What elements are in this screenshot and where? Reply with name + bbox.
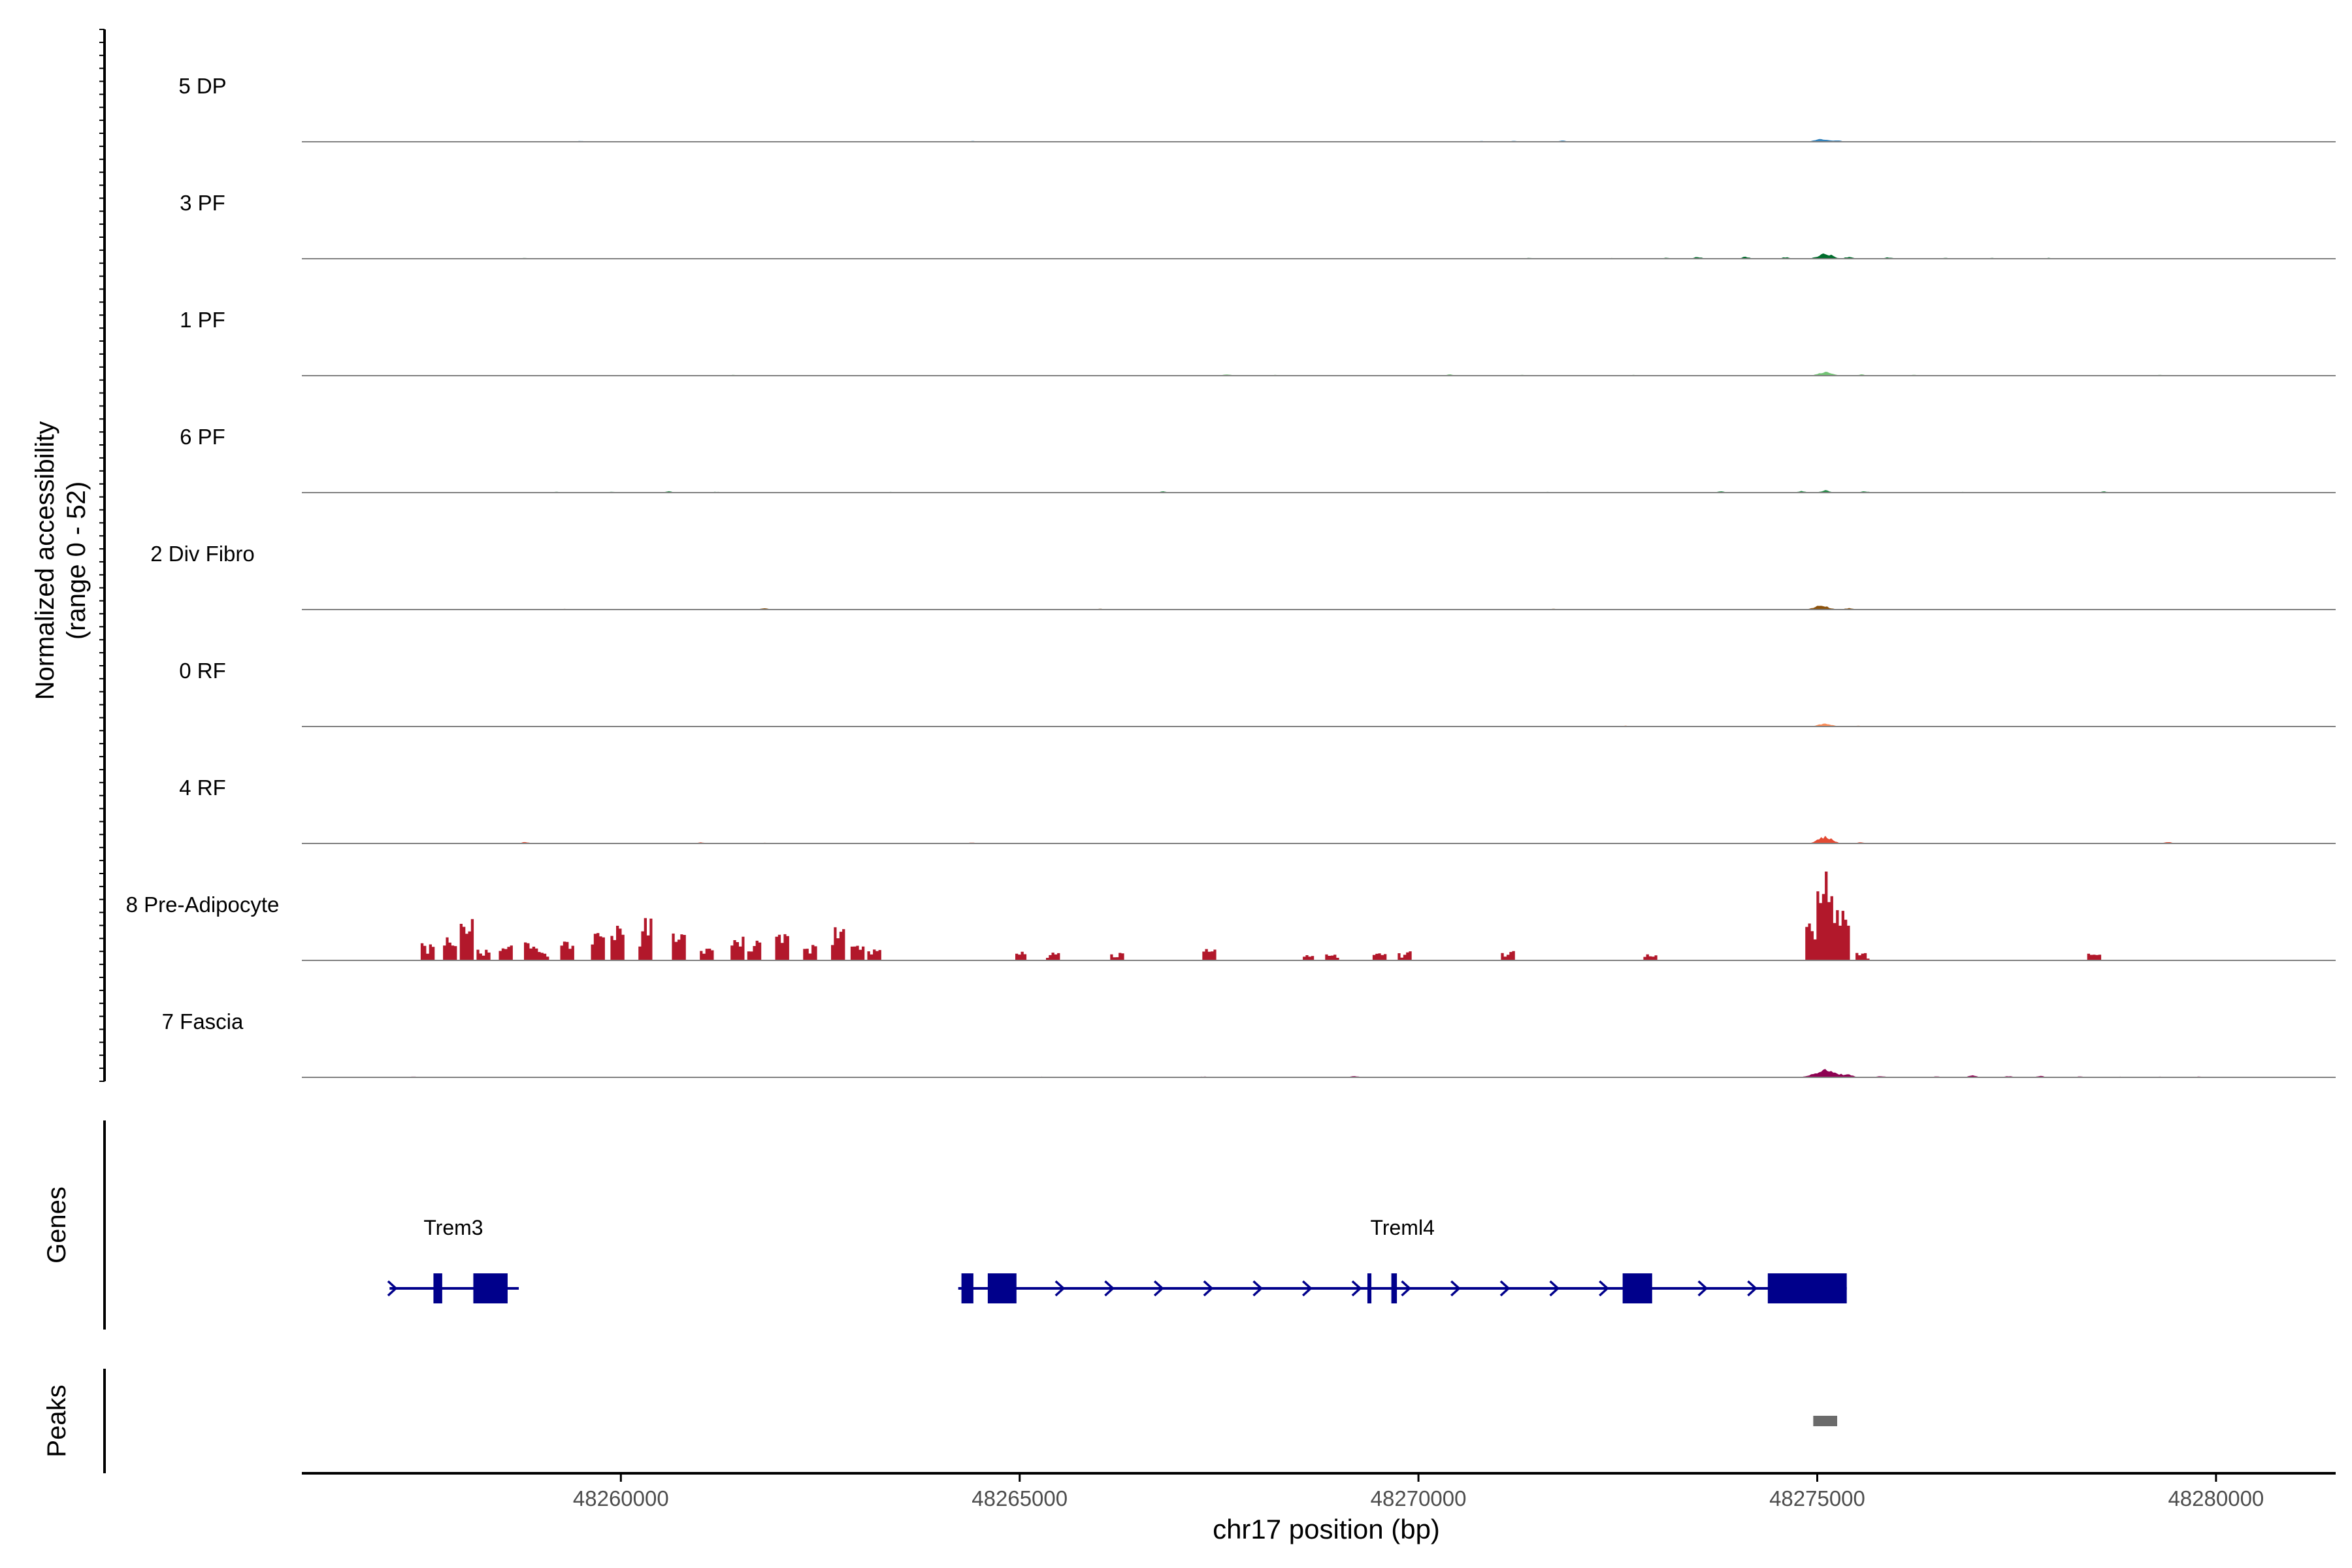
coverage-y-axis-ticks — [99, 29, 105, 1082]
gene-exon — [1767, 1273, 1847, 1303]
coverage-area — [382, 1069, 2248, 1077]
track-2-div-fibro: 2 Div Fibro — [150, 542, 2336, 610]
gene-name-label: Trem3 — [423, 1216, 483, 1239]
axes: Normalized accessibility (range 0 - 52) … — [31, 29, 2336, 1544]
strand-arrow — [1401, 1280, 1412, 1297]
gene-treml4: Treml4 — [958, 1216, 1847, 1303]
genes-panel-label: Genes — [42, 1186, 71, 1264]
strand-arrow — [387, 1280, 398, 1297]
gene-exon — [433, 1273, 442, 1303]
track-0-rf: 0 RF — [179, 659, 2336, 727]
x-tick-label: 48270000 — [1371, 1486, 1467, 1511]
track-1-pf: 1 PF — [180, 308, 2336, 376]
gene-exon — [961, 1273, 973, 1303]
track-3-pf: 3 PF — [180, 191, 2336, 259]
gene-exon — [1622, 1273, 1652, 1303]
track-label: 2 Div Fibro — [150, 542, 255, 566]
strand-arrow — [1697, 1280, 1708, 1297]
strand-arrow — [1351, 1280, 1362, 1297]
peak-regions — [1813, 1416, 1838, 1426]
peaks-panel-label: Peaks — [42, 1384, 71, 1457]
x-tick-label: 48280000 — [2168, 1486, 2264, 1511]
track-label: 4 RF — [179, 776, 226, 800]
track-5-dp: 5 DP — [178, 74, 2336, 142]
track-4-rf: 4 RF — [179, 776, 2336, 844]
gene-exon — [1391, 1273, 1397, 1303]
coverage-area — [382, 836, 2248, 843]
gene-annotations: Trem3 Treml4 — [387, 1216, 1847, 1303]
track-label: 3 PF — [180, 191, 225, 215]
strand-arrow — [1153, 1280, 1164, 1297]
strand-arrow — [1252, 1280, 1264, 1297]
strand-arrow — [1499, 1280, 1511, 1297]
strand-arrow — [1599, 1280, 1609, 1297]
track-label: 7 Fascia — [162, 1009, 244, 1034]
track-label: 6 PF — [180, 425, 225, 449]
track-label: 5 DP — [178, 74, 226, 98]
x-tick-label: 48275000 — [1769, 1486, 1865, 1511]
x-tick-label: 48260000 — [573, 1486, 669, 1511]
gene-name-label: Treml4 — [1370, 1216, 1434, 1239]
track-7-fascia: 7 Fascia — [162, 1009, 2336, 1078]
x-axis-label: chr17 position (bp) — [1213, 1514, 1440, 1544]
strand-arrow — [1549, 1280, 1560, 1297]
coverage-tracks: 5 DP 3 PF 1 PF 6 PF 2 Div Fibro 0 RF 4 RF 8 Pre… — [126, 74, 2336, 1078]
strand-arrow — [1104, 1280, 1115, 1297]
strand-arrow — [1450, 1280, 1461, 1297]
track-label: 1 PF — [180, 308, 225, 332]
strand-arrow — [1302, 1280, 1313, 1297]
track-6-pf: 6 PF — [180, 425, 2336, 493]
coverage-area — [382, 872, 2249, 960]
track-label: 8 Pre-Adipocyte — [126, 892, 280, 917]
gene-exon — [1367, 1273, 1372, 1303]
gene-trem3: Trem3 — [387, 1216, 519, 1303]
x-axis-ticks: 48260000 48265000 48270000 48275000 48280000 — [573, 1473, 2264, 1511]
y-axis-label-line1: Normalized accessibility — [31, 421, 59, 700]
track-8-pre-adipocyte: 8 Pre-Adipocyte — [126, 872, 2336, 961]
strand-arrow — [1203, 1280, 1214, 1297]
coverage-area — [382, 253, 2248, 259]
strand-arrow — [1054, 1280, 1066, 1297]
gene-exon — [987, 1273, 1017, 1303]
track-label: 0 RF — [179, 659, 226, 683]
strand-arrow — [1747, 1280, 1757, 1297]
peak-region — [1813, 1416, 1838, 1426]
x-tick-label: 48265000 — [972, 1486, 1068, 1511]
y-axis-label-line2: (range 0 - 52) — [62, 482, 91, 640]
gene-exon — [473, 1273, 508, 1303]
